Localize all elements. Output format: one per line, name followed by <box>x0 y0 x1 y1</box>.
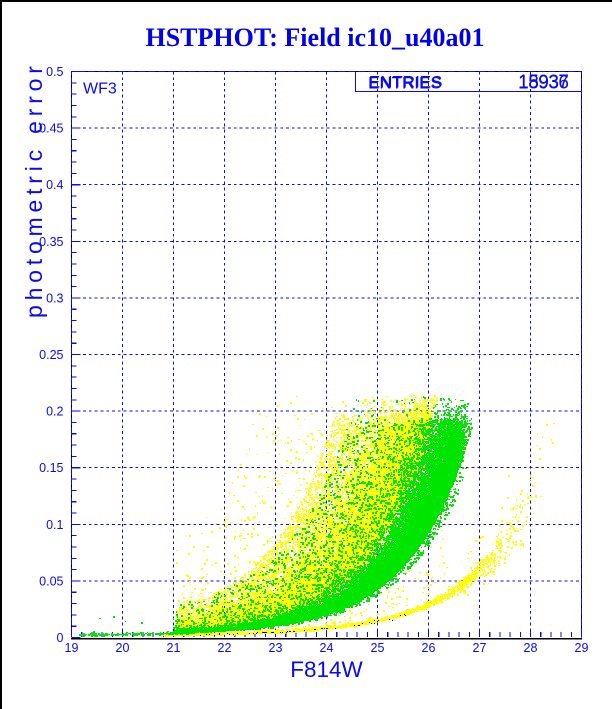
svg-text:24: 24 <box>320 641 334 655</box>
svg-text:HSTPHOT: Field ic10_u40a01: HSTPHOT: Field ic10_u40a01 <box>146 23 485 52</box>
svg-text:23: 23 <box>269 641 283 655</box>
svg-text:photometric error: photometric error <box>21 61 47 318</box>
svg-text:0.4: 0.4 <box>46 178 63 192</box>
svg-text:0.3: 0.3 <box>46 291 63 305</box>
svg-text:0: 0 <box>57 631 64 645</box>
svg-text:26: 26 <box>422 641 436 655</box>
svg-text:0.05: 0.05 <box>39 574 63 588</box>
svg-text:WF3: WF3 <box>83 81 117 98</box>
svg-text:20: 20 <box>116 641 130 655</box>
svg-text:F814W: F814W <box>290 657 363 682</box>
svg-text:ENTRIES: ENTRIES <box>368 74 442 93</box>
svg-text:0.2: 0.2 <box>46 405 63 419</box>
svg-text:19: 19 <box>65 641 79 655</box>
svg-text:0.5: 0.5 <box>46 65 63 79</box>
svg-text:25: 25 <box>371 641 385 655</box>
svg-text:0.15: 0.15 <box>39 461 63 475</box>
svg-text:27: 27 <box>473 641 487 655</box>
svg-text:0.25: 0.25 <box>39 348 63 362</box>
svg-text:0.1: 0.1 <box>46 518 63 532</box>
svg-text:0.45: 0.45 <box>39 122 63 136</box>
svg-text:22: 22 <box>218 641 232 655</box>
svg-text:29: 29 <box>575 641 589 655</box>
svg-text:15937: 15937 <box>518 72 568 93</box>
svg-text:ENTRIES: ENTRIES <box>369 73 443 92</box>
svg-text:28: 28 <box>524 641 538 655</box>
svg-text:0.35: 0.35 <box>39 235 63 249</box>
svg-text:21: 21 <box>167 641 181 655</box>
svg-text:18936: 18936 <box>518 72 568 93</box>
